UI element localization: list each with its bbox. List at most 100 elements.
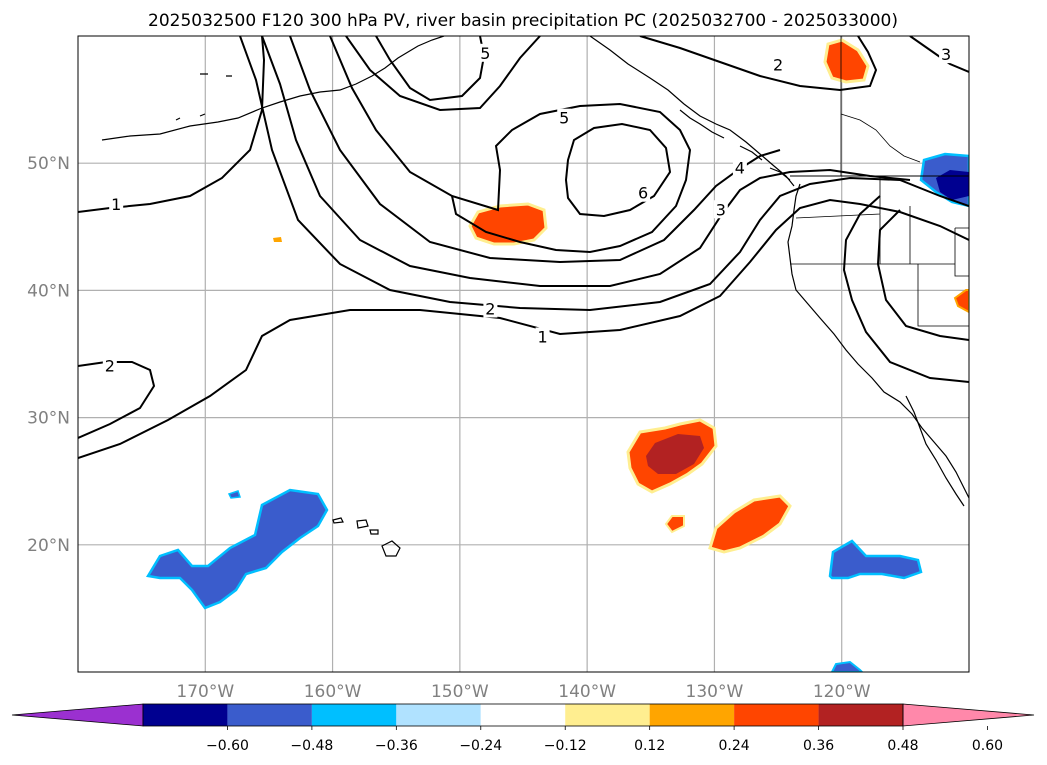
contour-label-text: 3 xyxy=(941,45,951,64)
contour-label-backdrop xyxy=(732,158,747,177)
pv-contour-4-inner xyxy=(345,36,541,112)
colorbar-segment xyxy=(480,704,566,726)
colorbar-tick-label: 0.60 xyxy=(972,738,1003,754)
lon-tick-label: 170°W xyxy=(176,682,234,702)
negative-precip-area-bottom xyxy=(830,660,864,672)
pv-contour-6 xyxy=(564,122,672,218)
longitude-tick-labels: 170°W 160°W 150°W 140°W 130°W 120°W xyxy=(176,682,870,702)
colorbar-tick-label: −0.36 xyxy=(375,738,418,754)
colorbar-extend-low xyxy=(11,703,144,727)
contour-label: 5 xyxy=(478,43,493,63)
contour-labels: 1 1 2 2 2 3 3 4 5 5 6 xyxy=(102,43,954,376)
positive-precip-area-dot xyxy=(273,237,282,242)
contour-label-text: 5 xyxy=(559,109,569,128)
lon-tick-label: 140°W xyxy=(558,682,616,702)
figure-title: 2025032500 F120 300 hPa PV, river basin … xyxy=(148,11,898,31)
pv-contour-3 xyxy=(261,36,911,287)
contour-label-backdrop xyxy=(478,43,493,62)
contour-label-text: 2 xyxy=(773,55,783,74)
lon-tick-label: 130°W xyxy=(686,682,744,702)
contour-label: 2 xyxy=(771,55,786,74)
contour-label-backdrop xyxy=(771,55,786,74)
contour-label: 5 xyxy=(557,108,572,128)
colorbar-tick-label: 0.12 xyxy=(634,738,665,754)
contour-label-text: 5 xyxy=(480,44,490,63)
colorbar-segment xyxy=(396,704,481,726)
latitude-tick-labels: 50°N 40°N 30°N 20°N xyxy=(27,154,70,556)
lon-tick-label: 150°W xyxy=(431,682,489,702)
contour-label-backdrop xyxy=(557,108,572,127)
us-west-coast xyxy=(787,183,969,499)
colorbar-extend-high xyxy=(902,703,1035,727)
positive-precip-area-alaska xyxy=(823,38,870,84)
colorbar-segment xyxy=(565,704,650,726)
aleutian-bits xyxy=(175,73,232,121)
colorbar-segment xyxy=(311,704,397,726)
negative-precip-area-east-pacific xyxy=(828,539,923,580)
contour-label: 2 xyxy=(102,356,117,376)
lon-tick-label: 120°W xyxy=(813,682,871,702)
lat-tick-label: 40°N xyxy=(27,281,70,301)
colorbar-tick-label: −0.60 xyxy=(206,738,249,754)
positive-precip-area-oregon xyxy=(953,289,969,314)
pv-contour-1 xyxy=(78,198,969,459)
contour-label: 2 xyxy=(483,299,498,318)
contour-label-backdrop xyxy=(483,299,498,318)
aleutian-islands xyxy=(101,36,445,141)
pv-contour-3-east xyxy=(842,195,969,383)
lat-tick-label: 50°N xyxy=(27,154,70,174)
pv-contours xyxy=(78,36,969,459)
colorbar-tick-label: 0.48 xyxy=(887,738,918,754)
negative-precip-area-northwest-core xyxy=(936,170,969,200)
pv-contour-2-east-low xyxy=(876,209,969,341)
pv-contour-2-top xyxy=(639,36,878,92)
contour-label-text: 1 xyxy=(537,327,547,346)
colorbar: −0.60 −0.48 −0.36 −0.24 −0.12 0.12 0.24 0.36 0.4… xyxy=(11,703,1035,754)
contour-label-text: 2 xyxy=(485,299,495,318)
colorbar-segment xyxy=(143,704,228,726)
contour-label-text: 3 xyxy=(716,200,726,219)
colorbar-tick-label: −0.48 xyxy=(290,738,333,754)
contour-label: 3 xyxy=(939,45,954,64)
colorbar-tick-label: −0.12 xyxy=(544,738,587,754)
negative-precip-area-hawaii xyxy=(145,488,329,610)
contour-label: 1 xyxy=(535,327,550,346)
contour-label: 6 xyxy=(636,183,651,203)
contour-label-backdrop xyxy=(535,327,550,346)
positive-precip-area-subtropical-core xyxy=(646,434,704,474)
canada-coastline xyxy=(840,113,921,163)
contour-label-text: 1 xyxy=(111,195,121,214)
contour-label-backdrop xyxy=(109,195,124,214)
contour-label: 1 xyxy=(109,195,124,214)
lon-tick-label: 160°W xyxy=(304,682,362,702)
baja-coast xyxy=(905,395,965,507)
colorbar-tick-label: 0.36 xyxy=(803,738,834,754)
colorbar-frame xyxy=(142,703,904,727)
contour-label-text: 6 xyxy=(638,184,648,203)
precipitation-shading xyxy=(145,38,969,672)
contour-label-backdrop xyxy=(102,356,117,375)
pv-contour-5 xyxy=(329,36,692,254)
pv-contour-2 xyxy=(239,36,969,312)
hawaii-islands xyxy=(332,517,401,557)
colorbar-tick-label: −0.24 xyxy=(459,738,502,754)
alaska-coast xyxy=(589,36,795,187)
contour-label-text: 4 xyxy=(735,158,745,177)
colorbar-tick-label: 0.24 xyxy=(719,738,750,754)
contour-label-backdrop xyxy=(713,200,728,219)
map-panel: 1 1 2 2 2 3 3 4 5 5 6 xyxy=(77,35,970,673)
lat-tick-label: 20°N xyxy=(27,536,70,556)
positive-precip-area-tiny xyxy=(664,515,685,534)
map-frame xyxy=(77,35,970,673)
positive-precip-area-south xyxy=(708,494,792,554)
colorbar-segment xyxy=(734,704,819,726)
colorbar-segment xyxy=(649,704,735,726)
lat-tick-label: 30°N xyxy=(27,409,70,429)
gridlines xyxy=(78,36,969,672)
contour-label: 3 xyxy=(713,200,728,219)
colorbar-segment xyxy=(818,704,903,726)
contour-label: 4 xyxy=(732,158,747,177)
contour-label-backdrop xyxy=(636,183,651,202)
colorbar-segment xyxy=(227,704,312,726)
